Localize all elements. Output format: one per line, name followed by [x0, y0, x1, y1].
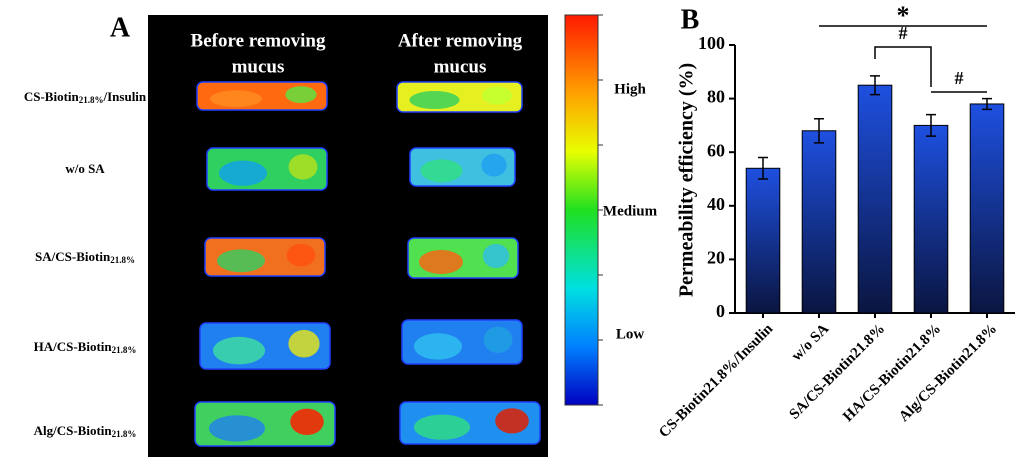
y-tick-label: 0 [716, 301, 725, 321]
row-label: SA/CS-Biotin21.8% [35, 249, 135, 265]
tissue-region [481, 154, 506, 177]
row-label-part: /Insulin [103, 89, 147, 104]
tissue-region [421, 159, 463, 182]
row-label-part: 21.8% [79, 95, 104, 105]
figure: A B Permeability efficiency (%) Before r… [0, 0, 1031, 457]
x-tick-label: SA/CS-Biotin21.8% [786, 321, 888, 423]
bar [746, 168, 780, 313]
column-header: After removing [398, 30, 523, 51]
panel-label: A [110, 12, 131, 43]
tissue-region [217, 249, 265, 272]
row-label-part: 21.8% [112, 429, 137, 439]
row-label-part: CS-Biotin [24, 89, 80, 104]
row-label: CS-Biotin21.8%/Insulin [24, 89, 147, 105]
row-label-part: 21.8% [112, 345, 137, 355]
y-tick-label: 60 [707, 140, 725, 160]
colorbar-label: Medium [603, 203, 658, 219]
row-label-part: SA/CS-Biotin [35, 249, 111, 264]
bar [914, 125, 948, 313]
bar [970, 104, 1004, 313]
tissue-region [410, 91, 460, 109]
tissue-region [482, 87, 512, 105]
row-label-part: HA/CS-Biotin [34, 339, 113, 354]
tissue-region [219, 161, 267, 186]
x-tick-label: Alg/CS-Biotin21.8% [896, 321, 1000, 425]
tissue-region [210, 90, 262, 107]
y-tick-label: 100 [698, 33, 725, 53]
colorbar-label: Low [616, 326, 645, 342]
panel-label: B [681, 4, 700, 35]
tissue-region [287, 244, 316, 267]
column-header: mucus [434, 56, 487, 77]
x-tick-label: w/o SA [789, 321, 833, 365]
row-label: Alg/CS-Biotin21.8% [34, 423, 137, 439]
row-label: HA/CS-Biotin21.8% [34, 339, 137, 355]
x-tick-label: HA/CS-Biotin21.8% [840, 321, 944, 425]
y-tick-label: 40 [707, 194, 725, 214]
y-tick-label: 80 [707, 87, 725, 107]
row-label: w/o SA [65, 161, 105, 176]
tissue-region [414, 415, 470, 440]
significance-bracket [875, 47, 931, 87]
y-axis-label: Permeability efficiency (%) [676, 63, 698, 297]
tissue-region [285, 86, 316, 103]
significance-label: # [899, 23, 908, 43]
bar [858, 85, 892, 313]
y-tick-label: 20 [707, 248, 725, 268]
row-label-part: Alg/CS-Biotin [34, 423, 113, 438]
tissue-region [209, 415, 265, 441]
row-label-part: w/o SA [65, 161, 105, 176]
tissue-region [495, 408, 529, 433]
tissue-region [290, 409, 324, 435]
bar [802, 131, 836, 313]
colorbar [565, 15, 598, 405]
colorbar-label: High [614, 81, 646, 97]
row-label-part: 21.8% [110, 255, 135, 265]
tissue-region [414, 333, 462, 359]
tissue-region [483, 244, 509, 268]
tissue-region [484, 327, 513, 353]
tissue-region [419, 250, 463, 274]
column-header: Before removing [191, 30, 326, 51]
tissue-region [288, 330, 319, 358]
tissue-region [289, 154, 318, 179]
column-header: mucus [232, 56, 285, 77]
x-tick-label: CS-Biotin21.8%/Insulin [656, 320, 777, 441]
significance-label: # [955, 68, 964, 88]
tissue-region [213, 337, 265, 365]
